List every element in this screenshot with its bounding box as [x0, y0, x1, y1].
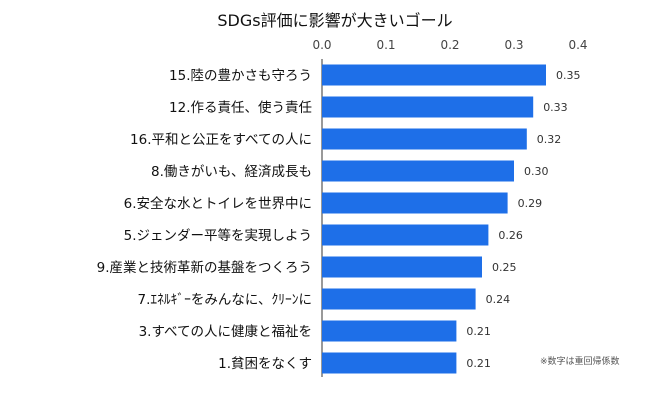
value-label: 0.30	[524, 165, 549, 178]
category-label: 7.ｴﾈﾙｷﾞｰをみんなに、ｸﾘｰﾝに	[138, 292, 312, 308]
category-label: 16.平和と公正をすべての人に	[130, 132, 312, 148]
x-axis-ticks: 0.0 0.1 0.2 0.3 0.4	[312, 38, 587, 52]
category-label: 6.安全な水とトイレを世界中に	[124, 195, 312, 212]
bar	[322, 128, 527, 150]
x-tick-label: 0.3	[504, 38, 523, 52]
category-label: 3.すべての人に健康と福祉を	[139, 323, 312, 340]
value-label: 0.24	[486, 293, 511, 306]
x-tick-label: 0.2	[440, 38, 459, 52]
chart-note: ※数字は重回帰係数	[540, 355, 620, 367]
category-label: 1.貧困をなくす	[218, 356, 312, 372]
value-label: 0.26	[498, 229, 523, 242]
bar-series	[322, 64, 546, 374]
bar	[322, 256, 482, 278]
x-tick-label: 0.4	[568, 38, 587, 52]
value-label: 0.25	[492, 261, 517, 274]
bar	[322, 352, 457, 374]
value-label: 0.32	[537, 133, 562, 146]
bar	[322, 192, 508, 214]
bar	[322, 288, 476, 310]
value-label: 0.33	[543, 101, 568, 114]
value-labels: 0.35 0.33 0.32 0.30 0.29 0.26 0.25 0.24 0.21 0.21	[466, 69, 580, 370]
category-label: 9.産業と技術革新の基盤をつくろう	[97, 259, 312, 276]
category-labels: 15.陸の豊かさも守ろう 12.作る責任、使う責任 16.平和と公正をすべての人に 8…	[97, 68, 312, 372]
x-tick-label: 0.1	[376, 38, 395, 52]
x-tick-label: 0.0	[312, 38, 331, 52]
bar	[322, 64, 546, 86]
bar	[322, 96, 534, 118]
value-label: 0.21	[466, 357, 491, 370]
value-label: 0.35	[556, 69, 581, 82]
category-label: 8.働きがいも、経済成長も	[151, 164, 312, 180]
bar	[322, 224, 489, 246]
category-label: 5.ジェンダー平等を実現しよう	[124, 227, 312, 244]
value-label: 0.21	[466, 325, 491, 338]
category-label: 12.作る責任、使う責任	[169, 99, 312, 116]
chart-title: SDGs評価に影響が大きいゴール	[217, 11, 452, 30]
value-label: 0.29	[518, 197, 543, 210]
category-label: 15.陸の豊かさも守ろう	[169, 68, 312, 84]
bar	[322, 320, 457, 342]
bar	[322, 160, 514, 182]
